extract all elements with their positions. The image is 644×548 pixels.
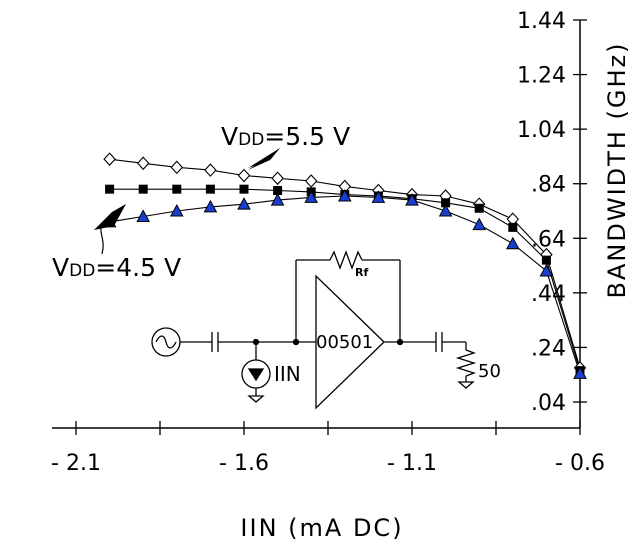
series-3-point bbox=[371, 190, 386, 203]
series-1-point bbox=[271, 171, 284, 186]
series-3-point bbox=[573, 366, 587, 379]
series-1-point bbox=[237, 168, 251, 183]
load-resistor-label: 50 bbox=[478, 361, 501, 382]
y-tick-label: .04 bbox=[531, 391, 566, 416]
series-2-point bbox=[541, 255, 551, 265]
y-tick-label: .84 bbox=[531, 173, 566, 198]
svg-text:BANDWIDTH (GHz): BANDWIDTH (GHz) bbox=[603, 42, 631, 299]
series-3-point bbox=[270, 193, 285, 206]
y-tick-label: 1.04 bbox=[517, 118, 566, 143]
series-2-point bbox=[239, 184, 249, 194]
x-tick-label: - 1.6 bbox=[219, 451, 269, 476]
series-3-point bbox=[405, 193, 419, 206]
series-3-point bbox=[237, 197, 251, 210]
series-2-point bbox=[138, 184, 148, 194]
feedback-resistor-icon bbox=[329, 250, 363, 270]
series-3-point bbox=[472, 217, 487, 231]
series-3-point bbox=[337, 188, 352, 202]
series-3-point bbox=[539, 263, 554, 277]
series-3-point bbox=[304, 190, 319, 203]
series-3-point bbox=[136, 209, 151, 222]
amplifier-label: 00501 bbox=[316, 332, 373, 353]
series-2-point bbox=[474, 203, 484, 213]
feedback-resistor-label: Rf bbox=[355, 266, 368, 279]
series-2-point bbox=[205, 184, 215, 194]
amplifier-schematic bbox=[151, 250, 477, 410]
svg-text:IIN (mA DC): IIN (mA DC) bbox=[240, 514, 403, 542]
x-tick-label: - 2.1 bbox=[51, 451, 101, 476]
x-ticks: - 2.1 - 1.6 - 1.1 - 0.6 bbox=[51, 421, 605, 476]
series-2-point bbox=[105, 184, 115, 194]
series-3-point bbox=[169, 203, 184, 217]
series-2-point bbox=[508, 222, 518, 232]
svg-text:VDD=5.5 V: VDD=5.5 V bbox=[221, 122, 350, 151]
y-tick-label: .24 bbox=[531, 336, 566, 361]
series-1-point bbox=[304, 174, 318, 188]
y-axis-title: BANDWIDTH (GHz) bbox=[603, 42, 631, 299]
source-current-label: IIN bbox=[274, 362, 301, 386]
x-axis-title: IIN (mA DC) bbox=[240, 514, 403, 542]
series-1-point bbox=[170, 160, 184, 175]
series-3-point bbox=[203, 199, 218, 213]
y-tick-label: .64 bbox=[531, 227, 566, 252]
x-tick-label: - 0.6 bbox=[555, 451, 605, 476]
series-1-point bbox=[204, 163, 217, 177]
series-3-point bbox=[505, 236, 520, 250]
series-1-point bbox=[103, 152, 116, 166]
load-resistor-icon bbox=[455, 349, 477, 377]
x-tick-label: - 1.1 bbox=[387, 451, 437, 476]
y-ticks: 1.441.241.04.84.64.44.24.04 bbox=[517, 9, 587, 416]
series-2-point bbox=[172, 184, 182, 194]
annotation-arrow-5-5 bbox=[248, 148, 280, 168]
svg-text:VDD=4.5 V: VDD=4.5 V bbox=[52, 253, 181, 282]
annotation-vdd-5-5: VDD=5.5 V bbox=[221, 122, 350, 170]
y-tick-label: 1.44 bbox=[517, 9, 566, 34]
series-1-point bbox=[136, 156, 150, 171]
series-markers bbox=[102, 152, 587, 379]
y-tick-label: 1.24 bbox=[517, 64, 566, 89]
series-2-point bbox=[273, 186, 283, 196]
annotation-vdd-4-5: VDD=4.5 V bbox=[52, 204, 181, 282]
series-2-point bbox=[441, 198, 451, 208]
series-3-point bbox=[438, 203, 453, 217]
